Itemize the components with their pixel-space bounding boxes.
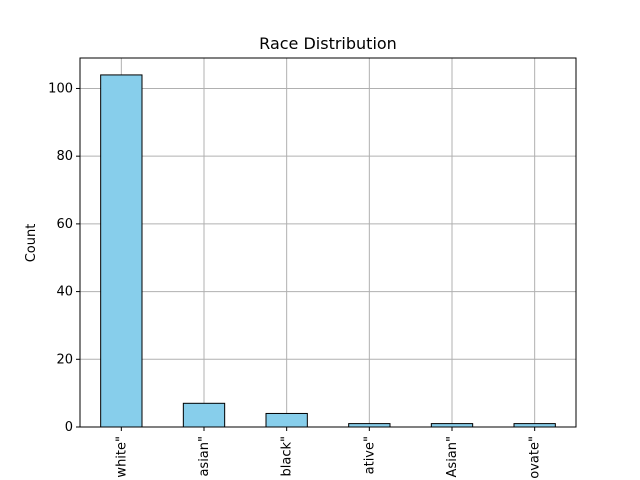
plot-frame bbox=[79, 57, 577, 428]
bar bbox=[265, 412, 308, 428]
grid bbox=[80, 58, 576, 428]
bar bbox=[348, 423, 391, 428]
x-tick-label: white" bbox=[114, 436, 129, 478]
x-tick-label: Asian" bbox=[445, 436, 460, 477]
bar bbox=[513, 423, 556, 428]
bar bbox=[100, 74, 143, 428]
x-tick-label: black" bbox=[280, 436, 295, 477]
y-axis-label: Count bbox=[24, 224, 39, 263]
y-tick-label: 20 bbox=[56, 352, 73, 367]
y-tick-label: 60 bbox=[56, 217, 73, 232]
x-tick-label: ovate" bbox=[528, 436, 543, 479]
chart-title: Race Distribution bbox=[259, 34, 397, 53]
y-tick-label: 80 bbox=[56, 149, 73, 164]
x-tick-label: ative" bbox=[362, 436, 377, 474]
bars bbox=[100, 74, 556, 428]
y-tick-label: 100 bbox=[48, 81, 73, 96]
y-tick-label: 0 bbox=[65, 420, 73, 435]
y-tick-label: 40 bbox=[56, 285, 73, 300]
axes: 0 20 40 60 80 100 white" asian" black" ative" Asia… bbox=[48, 57, 577, 479]
bar bbox=[430, 423, 474, 428]
bar bbox=[182, 402, 226, 428]
x-tick-label: asian" bbox=[197, 436, 212, 477]
